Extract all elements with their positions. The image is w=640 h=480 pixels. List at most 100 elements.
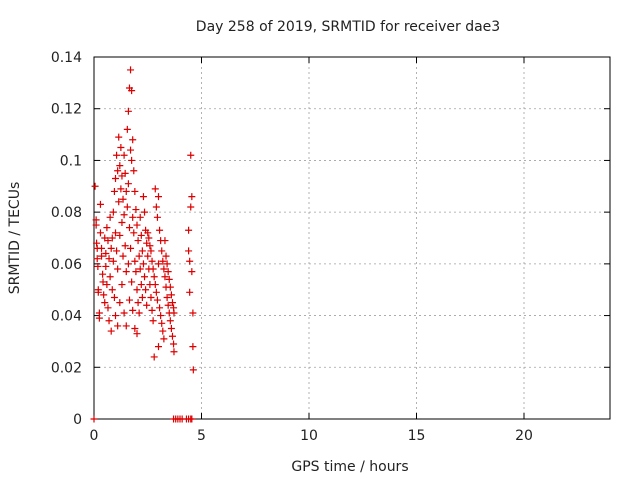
data-point bbox=[151, 185, 159, 193]
data-point bbox=[104, 304, 112, 312]
data-point bbox=[105, 317, 113, 325]
data-point bbox=[168, 299, 176, 307]
data-point bbox=[120, 211, 128, 219]
data-point bbox=[131, 325, 139, 332]
data-point bbox=[145, 234, 153, 242]
data-point bbox=[120, 309, 128, 317]
data-point bbox=[98, 252, 106, 260]
data-point bbox=[116, 299, 124, 307]
data-point bbox=[123, 125, 131, 133]
data-point bbox=[123, 203, 131, 211]
data-point bbox=[170, 340, 178, 348]
data-point bbox=[155, 343, 162, 351]
data-point bbox=[161, 237, 169, 245]
data-point bbox=[118, 218, 126, 226]
data-point bbox=[112, 175, 119, 183]
data-point bbox=[153, 296, 161, 304]
data-point bbox=[189, 343, 197, 351]
data-point bbox=[122, 268, 130, 276]
data-point bbox=[120, 151, 128, 159]
data-point bbox=[185, 226, 193, 234]
data-point bbox=[108, 234, 116, 242]
x-axis-label: GPS time / hours bbox=[291, 459, 408, 475]
data-point bbox=[96, 200, 104, 208]
data-point bbox=[94, 288, 102, 296]
data-point bbox=[148, 257, 156, 265]
data-point bbox=[124, 180, 132, 188]
data-point bbox=[186, 288, 194, 296]
y-tick-label: 0.08 bbox=[51, 205, 82, 221]
data-point bbox=[155, 260, 162, 268]
data-point bbox=[98, 244, 106, 252]
data-point bbox=[170, 309, 178, 317]
data-point bbox=[159, 257, 167, 265]
y-tick-label: 0.02 bbox=[51, 360, 82, 376]
data-point bbox=[95, 314, 103, 322]
data-point bbox=[150, 273, 158, 281]
data-point bbox=[133, 286, 141, 294]
data-point bbox=[130, 167, 138, 175]
data-point bbox=[128, 87, 136, 95]
data-point bbox=[114, 265, 122, 273]
data-point bbox=[185, 247, 193, 255]
data-point bbox=[114, 167, 122, 175]
y-tick-label: 0 bbox=[73, 412, 82, 428]
data-point bbox=[164, 268, 172, 276]
x-tick-label: 20 bbox=[515, 428, 533, 444]
data-point bbox=[115, 198, 123, 206]
data-point bbox=[158, 247, 166, 255]
data-point bbox=[116, 231, 124, 239]
data-point bbox=[189, 366, 197, 374]
data-point bbox=[112, 312, 119, 320]
data-point bbox=[162, 252, 170, 260]
data-point bbox=[107, 244, 115, 252]
data-point bbox=[161, 273, 169, 281]
data-point bbox=[122, 322, 130, 330]
data-point bbox=[156, 304, 164, 312]
data-point bbox=[133, 221, 141, 229]
data-point bbox=[119, 252, 127, 260]
data-point bbox=[152, 203, 160, 211]
data-point bbox=[163, 293, 171, 301]
data-point bbox=[149, 265, 157, 273]
data-point bbox=[115, 133, 123, 141]
data-point bbox=[131, 257, 139, 265]
data-point bbox=[127, 146, 135, 154]
data-point bbox=[136, 213, 144, 221]
data-point bbox=[125, 296, 133, 304]
data-point bbox=[113, 151, 121, 159]
data-point bbox=[129, 213, 137, 221]
y-axis-label: SRMTID / TECUs bbox=[7, 182, 23, 295]
data-point bbox=[100, 291, 108, 299]
data-point bbox=[142, 286, 150, 294]
data-point bbox=[105, 255, 113, 263]
x-tick-label: 10 bbox=[300, 428, 318, 444]
data-point bbox=[189, 309, 197, 317]
data-point bbox=[168, 332, 176, 340]
data-point bbox=[187, 203, 195, 211]
data-point bbox=[166, 317, 174, 325]
data-point bbox=[127, 66, 135, 74]
data-point bbox=[159, 327, 167, 335]
data-point bbox=[132, 206, 140, 214]
data-point bbox=[117, 144, 125, 151]
data-point bbox=[132, 268, 140, 276]
data-point bbox=[128, 278, 136, 286]
data-points bbox=[90, 66, 197, 423]
data-point bbox=[106, 213, 114, 221]
data-point bbox=[156, 226, 164, 234]
data-point bbox=[149, 317, 157, 325]
data-point bbox=[93, 239, 101, 247]
plot-frame bbox=[93, 56, 611, 420]
data-point bbox=[129, 306, 137, 314]
data-point bbox=[99, 278, 107, 286]
data-point bbox=[124, 107, 132, 115]
y-tick-label: 0.14 bbox=[51, 50, 82, 66]
data-point bbox=[160, 265, 168, 273]
x-tick-label: 5 bbox=[197, 428, 206, 444]
data-point bbox=[108, 286, 116, 294]
data-point bbox=[134, 237, 142, 245]
data-point bbox=[136, 265, 144, 273]
data-point bbox=[102, 262, 110, 270]
data-point bbox=[133, 330, 141, 338]
